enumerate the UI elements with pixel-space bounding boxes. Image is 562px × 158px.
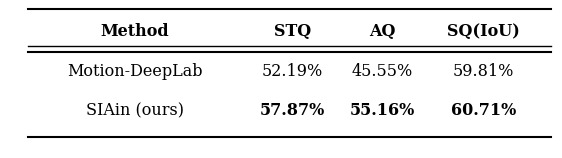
Text: 57.87%: 57.87% (260, 102, 325, 119)
Text: SIAin (ours): SIAin (ours) (86, 102, 184, 119)
Text: 45.55%: 45.55% (352, 63, 413, 80)
Text: 59.81%: 59.81% (452, 63, 514, 80)
Text: Method: Method (101, 23, 169, 40)
Text: Motion-DeepLab: Motion-DeepLab (67, 63, 203, 80)
Text: STQ: STQ (274, 23, 311, 40)
Text: 55.16%: 55.16% (350, 102, 415, 119)
Text: 60.71%: 60.71% (451, 102, 516, 119)
Text: AQ: AQ (369, 23, 396, 40)
Text: 52.19%: 52.19% (262, 63, 323, 80)
Text: SQ(IoU): SQ(IoU) (447, 23, 520, 40)
